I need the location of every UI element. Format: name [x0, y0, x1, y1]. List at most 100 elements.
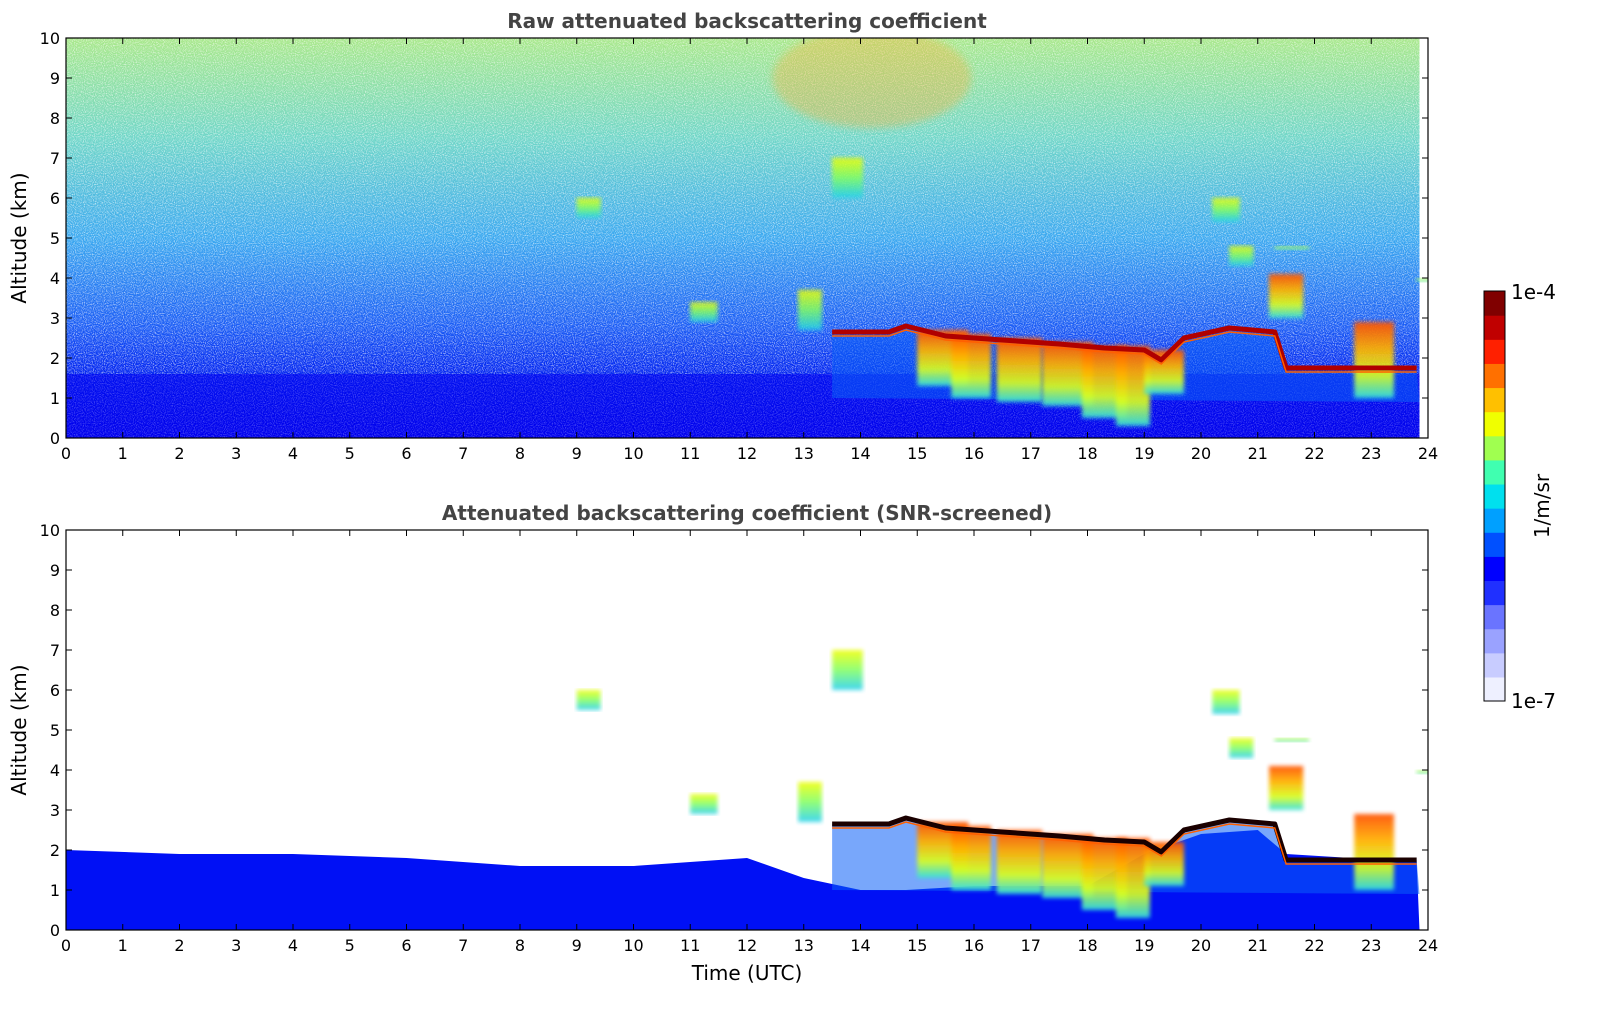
y-tick-label: 5 [50, 229, 60, 248]
elevated-layer-patch [832, 158, 863, 198]
x-tick-label: 14 [850, 444, 870, 463]
x-tick-label: 1 [118, 936, 128, 955]
screened-backscatter-panel: Attenuated backscattering coefficient (S… [7, 501, 1438, 985]
elevated-layer-patch [1212, 690, 1240, 714]
x-tick-label: 22 [1304, 444, 1324, 463]
colorbar-swatch [1484, 508, 1505, 533]
x-tick-label: 16 [964, 936, 984, 955]
x-tick-label: 2 [174, 444, 184, 463]
x-tick-label: 20 [1191, 936, 1211, 955]
x-tick-label: 12 [737, 936, 757, 955]
y-tick-label: 6 [50, 681, 60, 700]
x-tick-label: 14 [850, 936, 870, 955]
colorbar-swatch [1484, 483, 1505, 509]
y-axis-raw: 0 1 2 3 4 5 6 7 8 9 10 [40, 29, 1428, 448]
colorbar-swatch [1484, 315, 1505, 340]
boundary-layer-aerosol [66, 830, 1420, 930]
x-tick-label: 18 [1077, 444, 1097, 463]
x-axis-screened: 0 1 2 3 4 5 6 7 8 9 10 11 12 13 14 15 16 17 18 19 20 21 22 23 24 [61, 530, 1438, 955]
colorbar-swatch [1484, 556, 1505, 582]
cloud-base-edge [832, 329, 1417, 373]
colorbar-swatch [1484, 411, 1505, 437]
x-tick-label: 11 [680, 444, 700, 463]
y-axis-label-raw: Altitude (km) [7, 172, 31, 303]
x-tick-label: 1 [118, 444, 128, 463]
colorbar-swatch [1484, 291, 1505, 316]
x-tick-label: 6 [401, 936, 411, 955]
y-tick-label: 0 [50, 921, 60, 940]
x-tick-label: 24 [1418, 444, 1438, 463]
y-tick-label: 4 [50, 269, 60, 288]
x-tick-label: 10 [623, 936, 643, 955]
x-tick-label: 15 [907, 444, 927, 463]
colorbar-min-label: 1e-7 [1511, 689, 1556, 713]
x-tick-label: 7 [458, 936, 468, 955]
elevated-layer-patch [1274, 738, 1309, 742]
colorbar-swatch [1484, 652, 1505, 678]
elevated-layer-patch [798, 290, 822, 330]
x-tick-label: 8 [515, 444, 525, 463]
elevated-layer-patch [576, 690, 601, 710]
x-tick-label: 9 [572, 936, 582, 955]
x-tick-label: 15 [907, 936, 927, 955]
colorbar: 1e-4 1e-7 1/m/sr [1483, 280, 1556, 713]
cloud-base-edge [832, 821, 1417, 865]
y-tick-label: 0 [50, 429, 60, 448]
elevated-layer-patch [1416, 770, 1428, 774]
y-tick-label: 9 [50, 561, 60, 580]
y-tick-label: 8 [50, 109, 60, 128]
y-tick-label: 2 [50, 841, 60, 860]
y-tick-label: 6 [50, 189, 60, 208]
x-tick-label: 20 [1191, 444, 1211, 463]
x-tick-label: 7 [458, 444, 468, 463]
x-tick-label: 11 [680, 936, 700, 955]
screened-heatmap-area [66, 650, 1428, 930]
x-tick-label: 13 [794, 444, 814, 463]
y-tick-label: 4 [50, 761, 60, 780]
elevated-layer-patch [1212, 198, 1240, 222]
panel-title-raw: Raw attenuated backscattering coefficien… [507, 9, 987, 33]
elevated-layer-patch [1229, 246, 1254, 266]
virga-shaft [1269, 766, 1304, 810]
y-axis-screened: 0 1 2 3 4 5 6 7 8 9 10 [40, 521, 1428, 940]
x-tick-label: 10 [623, 444, 643, 463]
x-tick-label: 8 [515, 936, 525, 955]
virga-shaft [996, 338, 1043, 402]
x-tick-label: 3 [231, 936, 241, 955]
y-tick-label: 9 [50, 69, 60, 88]
y-tick-label: 8 [50, 601, 60, 620]
x-tick-label: 23 [1361, 444, 1381, 463]
virga-shaft [1354, 814, 1394, 890]
x-tick-label: 17 [1021, 936, 1041, 955]
x-tick-label: 4 [288, 444, 298, 463]
elevated-layer-patch [1229, 738, 1254, 758]
y-tick-label: 1 [50, 881, 60, 900]
y-tick-label: 7 [50, 641, 60, 660]
elevated-layer-patch [832, 650, 863, 690]
virga-shaft [996, 830, 1043, 894]
colorbar-max-label: 1e-4 [1511, 280, 1556, 304]
colorbar-unit-label: 1/m/sr [1530, 473, 1554, 538]
x-tick-label: 0 [61, 444, 71, 463]
x-tick-label: 19 [1134, 936, 1154, 955]
x-tick-label: 12 [737, 444, 757, 463]
x-tick-label: 2 [174, 936, 184, 955]
x-tick-label: 17 [1021, 444, 1041, 463]
colorbar-swatch [1484, 628, 1505, 654]
colorbar-swatch [1484, 339, 1505, 364]
virga-shaft [951, 826, 992, 890]
cloud-base-line [832, 323, 1417, 371]
x-tick-label: 18 [1077, 936, 1097, 955]
elevated-layer-patch [798, 782, 822, 822]
x-tick-label: 19 [1134, 444, 1154, 463]
colorbar-swatch [1484, 363, 1505, 389]
upper-high-noise-region [772, 38, 972, 128]
elevated-layer-patch [690, 794, 718, 814]
y-axis-label-screened: Altitude (km) [7, 664, 31, 795]
y-tick-label: 7 [50, 149, 60, 168]
x-tick-label: 13 [794, 936, 814, 955]
y-tick-label: 5 [50, 721, 60, 740]
colorbar-swatch [1484, 435, 1505, 461]
x-axis-raw: 0 1 2 3 4 5 6 7 8 9 10 11 12 13 14 15 16 17 18 19 20 21 22 23 24 [61, 38, 1438, 463]
colorbar-swatch [1484, 532, 1505, 557]
